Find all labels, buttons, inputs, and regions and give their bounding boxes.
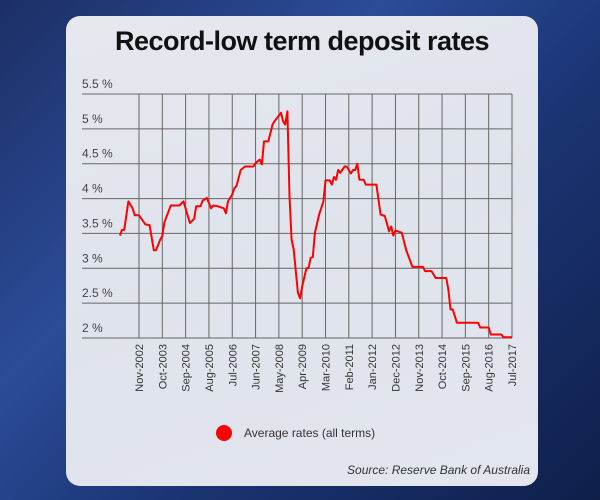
y-tick-label: 4 % — [82, 182, 103, 196]
x-tick-label: Mar-2010 — [321, 344, 333, 391]
x-tick-label: Sep-2004 — [181, 344, 193, 392]
y-tick-label: 4.5 % — [82, 147, 113, 161]
y-tick-label: 3 % — [82, 251, 103, 265]
chart-title: Record-low term deposit rates — [114, 26, 490, 56]
legend-marker — [216, 425, 232, 441]
legend: Average rates (all terms) — [216, 425, 375, 441]
x-tick-label: Jul-2017 — [507, 344, 519, 386]
y-tick-label: 5.5 % — [82, 77, 113, 91]
x-tick-label: Aug-2005 — [204, 344, 216, 392]
x-tick-label: Jan-2012 — [367, 344, 379, 390]
y-tick-label: 2 % — [82, 321, 103, 335]
x-tick-label: Aug-2016 — [484, 344, 496, 392]
x-tick-label: Oct-2003 — [157, 344, 169, 389]
y-tick-label: 3.5 % — [82, 216, 113, 230]
x-tick-label: Feb-2011 — [344, 344, 356, 390]
y-tick-label: 5 % — [82, 112, 103, 126]
series-line — [118, 110, 512, 339]
x-tick-label: Jun-2007 — [251, 344, 263, 390]
y-tick-label: 2.5 % — [82, 286, 113, 300]
x-tick-label: May-2008 — [274, 344, 286, 393]
x-tick-label: Nov-2013 — [414, 344, 426, 392]
x-tick-label: Dec-2012 — [390, 344, 402, 392]
x-tick-label: Sep-2015 — [460, 344, 472, 392]
x-tick-label: Oct-2014 — [437, 344, 449, 389]
x-tick-label: Nov-2002 — [134, 344, 146, 392]
source-note: Source: Reserve Bank of Australia — [347, 463, 530, 477]
legend-label: Average rates (all terms) — [244, 426, 376, 440]
x-tick-label: Apr-2009 — [297, 344, 309, 389]
x-tick-label: Jul-2006 — [227, 344, 239, 386]
